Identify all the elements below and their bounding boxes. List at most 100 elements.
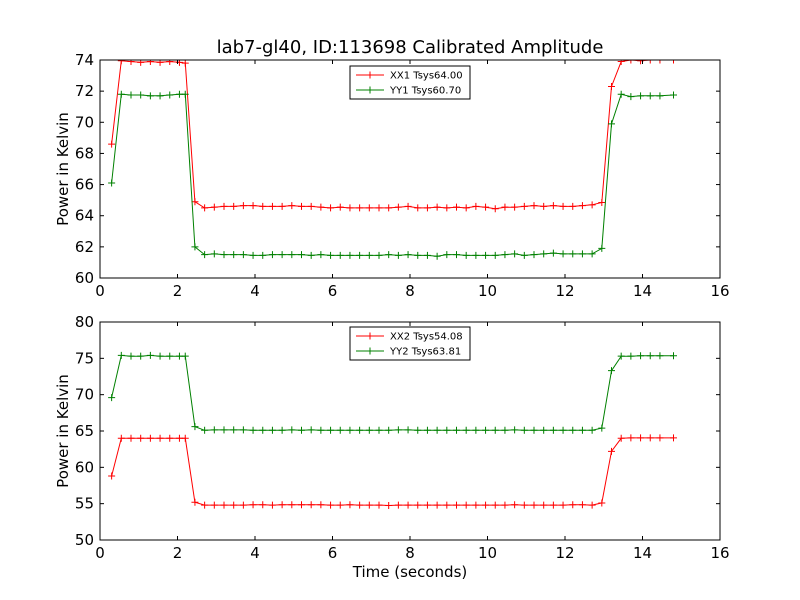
bottom-series-1-point <box>394 501 402 509</box>
top-series-1-point <box>108 140 116 148</box>
top-series-2-point <box>501 251 509 259</box>
top-series-2-point <box>146 92 154 100</box>
bottom-series-1-point <box>646 434 654 442</box>
top-series-1-point <box>117 60 125 65</box>
top-series-1-point <box>239 202 247 210</box>
bottom-x-tick-label: 14 <box>633 544 652 562</box>
top-series-2-point <box>356 251 364 259</box>
top-series-1-point <box>540 202 548 210</box>
bottom-series-2-point <box>404 426 412 434</box>
bottom-series-1-point <box>511 501 519 509</box>
bottom-series-1-point <box>385 501 393 509</box>
top-series-1-point <box>249 202 257 210</box>
bottom-series-1-point <box>569 501 577 509</box>
bottom-series-1-point <box>404 501 412 509</box>
bottom-series-2-point <box>670 352 677 360</box>
bottom-series-2-point <box>462 426 470 434</box>
bottom-y-axis-label: Power in Kelvin <box>54 374 72 488</box>
bottom-series-1-point <box>462 501 470 509</box>
top-series-2-point <box>404 251 412 259</box>
top-x-tick-label: 6 <box>328 282 338 300</box>
top-series-2-point <box>462 251 470 259</box>
top-x-tick-label: 0 <box>95 282 105 300</box>
top-series-2-point <box>472 251 480 259</box>
top-series-2-point <box>549 249 557 257</box>
top-series-2-point <box>268 251 276 259</box>
bottom-series-2-point <box>166 352 174 360</box>
top-series-1-point <box>423 204 431 212</box>
top-series-2-point <box>443 251 451 259</box>
top-series-1-point <box>491 205 499 213</box>
top-y-tick-label: 64 <box>75 207 94 225</box>
top-plot-area <box>108 60 677 260</box>
top-x-tick-label: 14 <box>633 282 652 300</box>
top-legend-marker-2 <box>366 86 374 94</box>
bottom-series-1-point <box>201 501 209 509</box>
bottom-series-2-point <box>656 352 664 360</box>
bottom-series-1-point <box>491 501 499 509</box>
bottom-y-tick-label: 70 <box>75 386 94 404</box>
bottom-panel: 0 2 4 6 8 10 12 14 16 50 55 60 65 70 75 80 Power in Kelv… <box>54 313 730 562</box>
top-series-2-point <box>646 92 654 100</box>
top-series-1-point <box>598 198 606 206</box>
bottom-series-2-point <box>646 352 654 360</box>
top-x-tick-label: 8 <box>405 282 415 300</box>
top-legend-marker-1 <box>366 71 374 79</box>
bottom-series-2-point <box>327 426 335 434</box>
bottom-series-2-point <box>288 426 296 434</box>
bottom-series-1-point <box>230 501 238 509</box>
bottom-series-1-point <box>423 501 431 509</box>
bottom-series-2-point <box>268 426 276 434</box>
bottom-series-2-point <box>317 426 325 434</box>
top-series-2-point <box>385 251 393 259</box>
top-series-1-point <box>365 204 373 212</box>
bottom-x-tick-label: 16 <box>710 544 729 562</box>
bottom-series-2-point <box>637 352 645 360</box>
bottom-series-1-point <box>278 501 286 509</box>
bottom-series-1-point <box>482 501 490 509</box>
top-series-1-point <box>259 202 267 210</box>
top-series-1-point <box>268 202 276 210</box>
top-series-1-point <box>201 204 209 212</box>
bottom-y-tick-label: 50 <box>75 531 94 549</box>
top-series-1-point <box>549 202 557 210</box>
top-series-1-point <box>127 60 135 66</box>
top-series-1-point <box>472 202 480 210</box>
top-legend-label-1: XX1 Tsys64.00 <box>390 71 463 82</box>
top-series-2-point <box>540 250 548 258</box>
top-series-1-point <box>346 204 354 212</box>
top-x-tick-label: 2 <box>173 282 183 300</box>
bottom-series-1-point <box>472 501 480 509</box>
bottom-series-2-point <box>578 426 586 434</box>
bottom-series-1-point <box>191 498 199 506</box>
top-series-2-point <box>569 250 577 258</box>
bottom-y-tick-label: 65 <box>75 422 94 440</box>
bottom-series-1-point <box>298 501 305 509</box>
top-y-tick-label: 72 <box>75 82 94 100</box>
bottom-series-2-point <box>220 426 228 434</box>
top-y-axis-label: Power in Kelvin <box>54 112 72 226</box>
bottom-series-2-point <box>501 426 509 434</box>
top-x-tick-label: 16 <box>710 282 729 300</box>
top-series-2-point <box>482 251 490 259</box>
top-series-2-point <box>627 93 635 101</box>
top-series-1-point <box>670 60 677 64</box>
top-series-1-point <box>501 203 509 211</box>
bottom-series-2-point <box>181 352 189 360</box>
top-series-1-point <box>336 203 344 211</box>
bottom-series-1-point <box>656 434 664 442</box>
bottom-series-2-point <box>540 426 548 434</box>
top-series-1-point <box>278 202 286 210</box>
top-series-2-point <box>117 90 125 98</box>
top-series-1-point <box>511 203 519 211</box>
bottom-series-2-point <box>453 426 460 434</box>
bottom-series-2-point <box>259 426 267 434</box>
bottom-series-1-point <box>443 501 451 509</box>
bottom-series-1-point <box>181 434 189 442</box>
bottom-series-1-point <box>166 434 174 442</box>
bottom-series-1-point <box>346 501 354 509</box>
bottom-series-2-point <box>394 426 402 434</box>
bottom-series-1-point <box>249 501 257 509</box>
top-series-1-point <box>656 60 664 64</box>
